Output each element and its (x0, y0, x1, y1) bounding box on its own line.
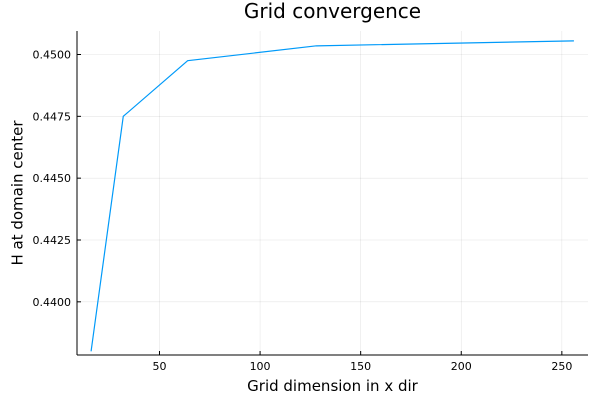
grid-layer (77, 31, 588, 355)
y-tick-label: 0.4425 (33, 234, 72, 247)
x-tick-label: 150 (350, 360, 371, 373)
x-tick-label: 50 (152, 360, 166, 373)
y-axis-label: H at domain center (8, 120, 26, 266)
series-layer (90, 40, 574, 352)
chart-title: Grid convergence (244, 0, 421, 23)
axes-layer (76, 31, 588, 356)
x-tick-label: 100 (250, 360, 271, 373)
ticks-layer: 50 100 150 200 250 0.4400 0.4425 0.4450 0.4475 0.… (33, 48, 573, 373)
x-tick-label: 250 (551, 360, 572, 373)
y-tick-label: 0.4475 (33, 110, 72, 123)
y-tick-label: 0.4450 (33, 172, 72, 185)
y-tick-label: 0.4500 (33, 48, 72, 61)
y-tick-label: 0.4400 (33, 296, 72, 309)
x-tick-label: 200 (451, 360, 472, 373)
series-line (90, 40, 574, 352)
x-axis-label: Grid dimension in x dir (247, 377, 418, 395)
